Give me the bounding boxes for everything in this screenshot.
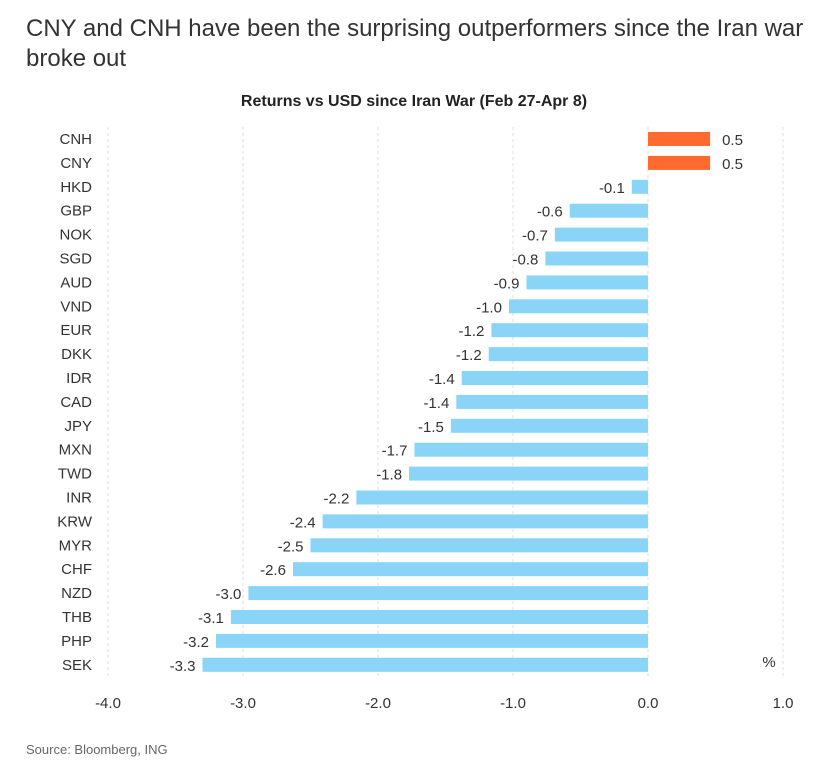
value-label: -2.5 <box>278 538 304 555</box>
value-label: -1.0 <box>476 299 502 316</box>
bar-php <box>216 633 648 648</box>
x-tick-label: -2.0 <box>365 695 391 712</box>
value-label: -3.0 <box>216 586 242 603</box>
category-label: JPY <box>64 418 92 435</box>
category-label: AUD <box>60 274 92 291</box>
category-label: INR <box>66 490 92 507</box>
x-tick-label: -3.0 <box>230 695 256 712</box>
bar-twd <box>409 466 648 481</box>
value-label: -1.8 <box>376 467 402 484</box>
category-label: CNY <box>60 155 92 172</box>
bar-eur <box>491 323 648 338</box>
category-label: IDR <box>66 370 92 387</box>
bar-cnh <box>648 132 711 146</box>
bar-gbp <box>569 203 648 218</box>
value-label: -2.4 <box>290 514 316 531</box>
bar-nok <box>554 227 648 242</box>
category-label: CHF <box>61 561 92 578</box>
bar-jpy <box>450 418 648 433</box>
chart-headline: CNY and CNH have been the surprising out… <box>26 15 804 72</box>
bar-hkd <box>631 179 648 194</box>
bar-krw <box>322 514 648 529</box>
bar-thb <box>230 610 648 624</box>
value-label: -1.4 <box>423 395 449 412</box>
source-note: Source: Bloomberg, ING <box>26 742 168 757</box>
category-label: THB <box>62 609 92 626</box>
bar-sek <box>202 657 648 672</box>
value-label: 0.5 <box>722 132 743 149</box>
bar-chf <box>292 562 648 577</box>
value-label: -1.4 <box>429 371 455 388</box>
value-label: -0.6 <box>537 204 563 221</box>
value-label: -0.7 <box>522 228 548 245</box>
value-label: -1.7 <box>382 443 408 460</box>
x-tick-label: 0.0 <box>638 695 659 712</box>
value-label: -2.6 <box>260 562 286 579</box>
value-label: -0.9 <box>494 275 520 292</box>
bar-idr <box>461 371 648 385</box>
category-label: CNH <box>60 131 93 148</box>
category-label: MYR <box>59 537 93 554</box>
category-label: EUR <box>60 322 92 339</box>
value-label: -2.2 <box>324 491 350 508</box>
bar-dkk <box>488 347 648 362</box>
chart-subtitle: Returns vs USD since Iran War (Feb 27-Ap… <box>241 93 587 110</box>
category-label: CAD <box>60 394 92 411</box>
unit-label: % <box>762 654 775 671</box>
category-label: KRW <box>57 513 93 530</box>
value-label: -3.3 <box>170 658 196 675</box>
bars <box>202 132 711 672</box>
x-tick-label: -1.0 <box>500 695 526 712</box>
x-tick-label: -4.0 <box>95 695 121 712</box>
category-label: TWD <box>58 466 92 483</box>
value-label: -0.8 <box>513 252 539 269</box>
value-label: 0.5 <box>722 156 743 173</box>
value-label: -3.1 <box>198 610 224 627</box>
bar-aud <box>526 275 648 290</box>
labels: -4.0 -3.0 -2.0 -1.0 0.0 1.0 CNH 0.5 CNY 0.5 HKD -0.… <box>57 131 793 712</box>
category-label: SGD <box>59 251 92 268</box>
value-label: -1.5 <box>418 419 444 436</box>
bar-mxn <box>414 442 648 457</box>
category-label: DKK <box>61 346 92 363</box>
category-label: VND <box>60 298 92 315</box>
category-label: NZD <box>61 585 92 602</box>
bar-nzd <box>248 586 648 601</box>
bar-cny <box>648 155 711 170</box>
bar-cad <box>456 394 648 409</box>
category-label: SEK <box>62 657 92 674</box>
category-label: MXN <box>59 442 92 459</box>
category-label: PHP <box>61 633 92 650</box>
value-label: -0.1 <box>599 180 625 197</box>
category-label: NOK <box>59 227 92 244</box>
bar-myr <box>310 538 648 553</box>
bar-sgd <box>545 251 648 266</box>
value-label: -1.2 <box>456 347 482 364</box>
value-label: -3.2 <box>183 634 209 651</box>
bar-inr <box>356 490 648 505</box>
x-tick-label: 1.0 <box>773 695 794 712</box>
value-label: -1.2 <box>459 323 485 340</box>
category-label: GBP <box>60 203 92 220</box>
bar-vnd <box>508 299 648 314</box>
category-label: HKD <box>60 179 92 196</box>
gridlines <box>107 127 784 676</box>
